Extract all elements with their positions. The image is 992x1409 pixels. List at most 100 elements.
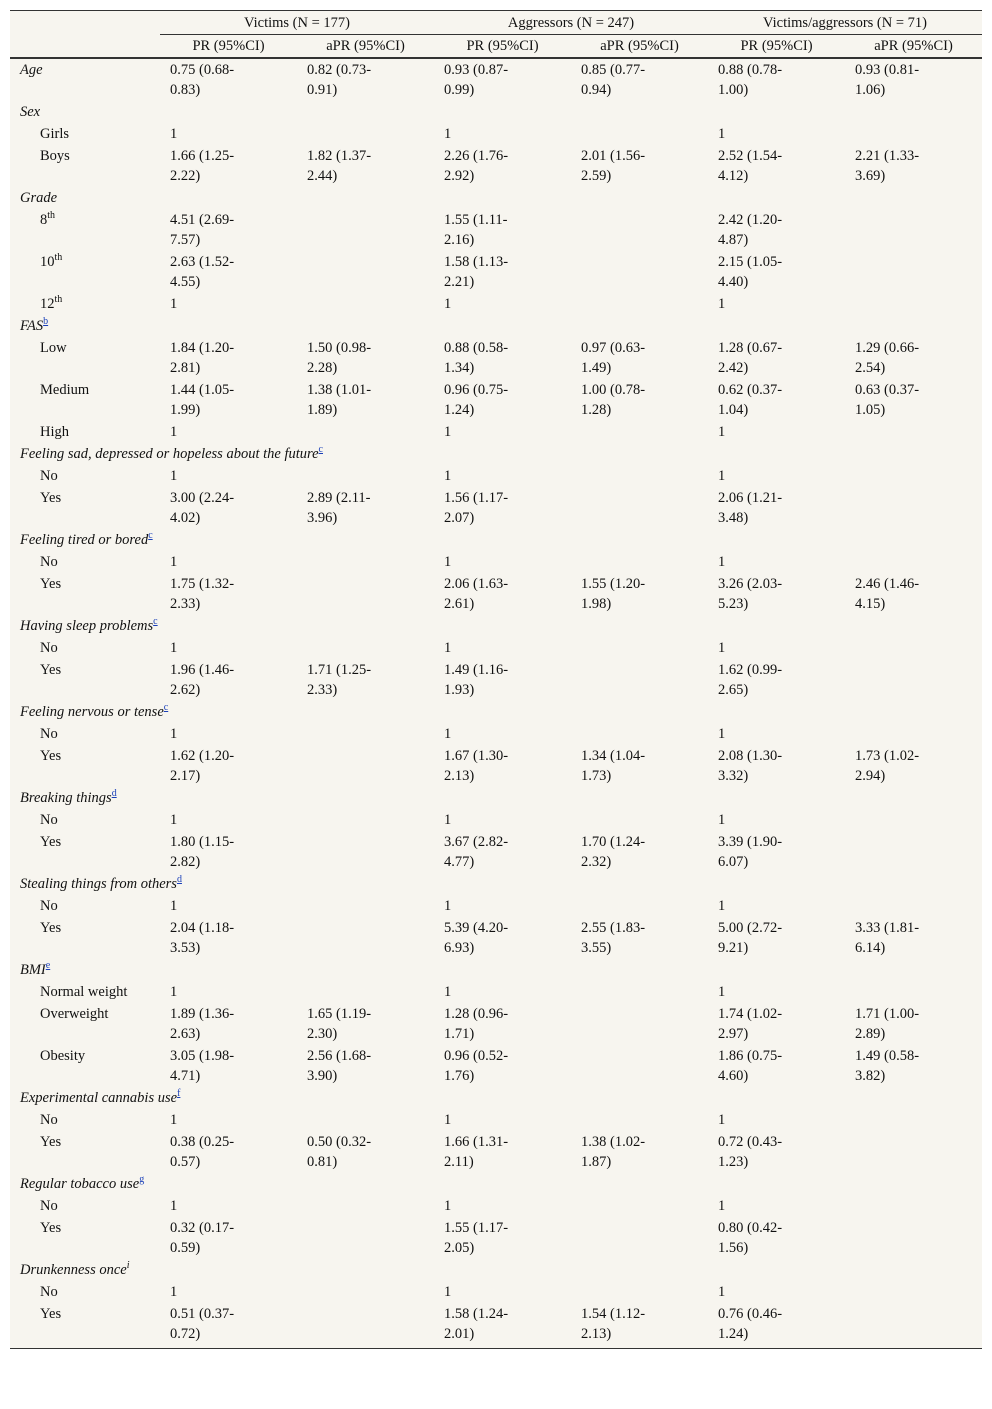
- value-cell: [845, 1131, 982, 1173]
- value-text: 1.28 (0.67-2.42): [718, 340, 783, 376]
- footnote-link[interactable]: g: [139, 1174, 145, 1186]
- value-cell: 2.08 (1.30-3.32): [708, 745, 845, 787]
- value-cell: [571, 123, 708, 145]
- value-text: 1.44 (1.05-1.99): [170, 382, 235, 418]
- value-text: 1: [170, 898, 178, 914]
- value-cell: [845, 659, 982, 701]
- row-label: 8th: [10, 209, 160, 251]
- value-cell: 1: [160, 1109, 297, 1131]
- value-cell: 1.55 (1.17-2.05): [434, 1217, 571, 1259]
- section-title: Stealing things from others: [20, 876, 177, 892]
- column-header: aPR (95%CI): [571, 34, 709, 59]
- row-label: No: [10, 1109, 160, 1131]
- value-text: 0.51 (0.37-0.72): [170, 1306, 235, 1342]
- value-cell: [297, 917, 434, 959]
- section-row: Feeling nervous or tensec: [10, 701, 982, 723]
- section-title: Breaking things: [20, 790, 112, 806]
- section-row: Drunkenness oncei: [10, 1259, 982, 1281]
- value-cell: [571, 895, 708, 917]
- value-text: 1.00 (0.78-1.28): [581, 382, 646, 418]
- footnote-link[interactable]: d: [111, 788, 117, 800]
- value-cell: [297, 1109, 434, 1131]
- value-cell: 0.97 (0.63-1.49): [571, 337, 708, 379]
- value-cell: 1.50 (0.98-2.28): [297, 337, 434, 379]
- value-cell: [571, 1217, 708, 1259]
- footnote-link[interactable]: d: [176, 874, 182, 886]
- value-text: 1.86 (0.75-4.60): [718, 1048, 783, 1084]
- footnote-link[interactable]: c: [153, 616, 158, 628]
- value-text: 0.80 (0.42-1.56): [718, 1220, 783, 1256]
- group-header: Aggressors (N = 247): [434, 10, 709, 35]
- footnote-link[interactable]: c: [148, 530, 153, 542]
- row-label-text: Yes: [40, 748, 62, 764]
- value-cell: 5.00 (2.72-9.21): [708, 917, 845, 959]
- data-row: No 1 1 1: [10, 809, 982, 831]
- value-cell: 1: [708, 981, 845, 1003]
- value-text: 1: [718, 1198, 726, 1214]
- row-label: Obesity: [10, 1045, 160, 1087]
- value-cell: 0.76 (0.46-1.24): [708, 1303, 846, 1349]
- row-label-text: Boys: [40, 148, 70, 164]
- value-text: 1: [444, 726, 452, 742]
- value-text: 0.76 (0.46-1.24): [718, 1306, 783, 1342]
- value-cell: 0.88 (0.78-1.00): [708, 58, 845, 101]
- row-label: No: [10, 809, 160, 831]
- value-cell: 1.65 (1.19-2.30): [297, 1003, 434, 1045]
- value-cell: 2.26 (1.76-2.92): [434, 145, 571, 187]
- value-cell: 1: [434, 1281, 571, 1303]
- value-text: 0.72 (0.43-1.23): [718, 1134, 783, 1170]
- value-cell: 3.05 (1.98-4.71): [160, 1045, 297, 1087]
- value-cell: [845, 981, 982, 1003]
- value-cell: [571, 293, 708, 315]
- data-row: Girls 1 1 1: [10, 123, 982, 145]
- value-cell: [845, 1281, 982, 1303]
- ordinal-suffix: th: [54, 252, 63, 264]
- footnote-link[interactable]: f: [177, 1088, 181, 1100]
- value-cell: 2.89 (2.11-3.96): [297, 487, 434, 529]
- value-cell: [845, 1195, 982, 1217]
- value-text: 1: [170, 468, 178, 484]
- value-text: 1.62 (1.20-2.17): [170, 748, 235, 784]
- footnote-link[interactable]: c: [163, 702, 169, 714]
- footnote-mark: i: [126, 1260, 130, 1272]
- value-cell: 1: [434, 421, 571, 443]
- value-text: 1.82 (1.37-2.44): [307, 148, 372, 184]
- value-text: 2.46 (1.46-4.15): [855, 576, 920, 612]
- value-text: 2.06 (1.63-2.61): [444, 576, 509, 612]
- value-cell: 1.96 (1.46-2.62): [160, 659, 297, 701]
- row-label: Yes: [10, 659, 160, 701]
- data-row: 8th 4.51 (2.69-7.57) 1.55 (1.11-2.16) 2.42 …: [10, 209, 982, 251]
- table-head: Victims (N = 177) Aggressors (N = 247) Vic…: [10, 10, 983, 59]
- row-label: Yes: [10, 1131, 160, 1173]
- value-text: 1: [718, 1112, 726, 1128]
- section-label: Sex: [10, 101, 982, 123]
- value-text: 1: [718, 898, 726, 914]
- footnote-link[interactable]: c: [318, 444, 323, 456]
- section-row: Feeling tired or boredc: [10, 529, 982, 551]
- value-cell: 2.52 (1.54-4.12): [708, 145, 845, 187]
- row-label-text: No: [40, 1284, 58, 1300]
- row-label-text: No: [40, 726, 58, 742]
- row-label: Yes: [10, 745, 160, 787]
- value-cell: 2.06 (1.63-2.61): [434, 573, 571, 615]
- data-row: Yes 1.80 (1.15-2.82) 3.67 (2.82-4.77) 1.70 …: [10, 831, 982, 873]
- value-text: 0.63 (0.37-1.05): [855, 382, 920, 418]
- row-label: Yes: [10, 487, 160, 529]
- value-cell: 1: [434, 1109, 571, 1131]
- value-cell: 1: [708, 1281, 845, 1303]
- footnote-link[interactable]: e: [45, 960, 51, 972]
- value-cell: 1.29 (0.66-2.54): [845, 337, 982, 379]
- value-cell: 1: [160, 123, 297, 145]
- value-text: 1.28 (0.96-1.71): [444, 1006, 509, 1042]
- value-cell: 1.58 (1.24-2.01): [434, 1303, 572, 1349]
- value-cell: [571, 465, 708, 487]
- footnote-link[interactable]: b: [43, 316, 49, 328]
- value-text: 1.56 (1.17-2.07): [444, 490, 509, 526]
- value-cell: 3.00 (2.24-4.02): [160, 487, 297, 529]
- value-text: 1.74 (1.02-2.97): [718, 1006, 783, 1042]
- value-cell: 2.42 (1.20-4.87): [708, 209, 845, 251]
- value-cell: 1: [434, 637, 571, 659]
- row-label-text: Yes: [40, 1134, 62, 1150]
